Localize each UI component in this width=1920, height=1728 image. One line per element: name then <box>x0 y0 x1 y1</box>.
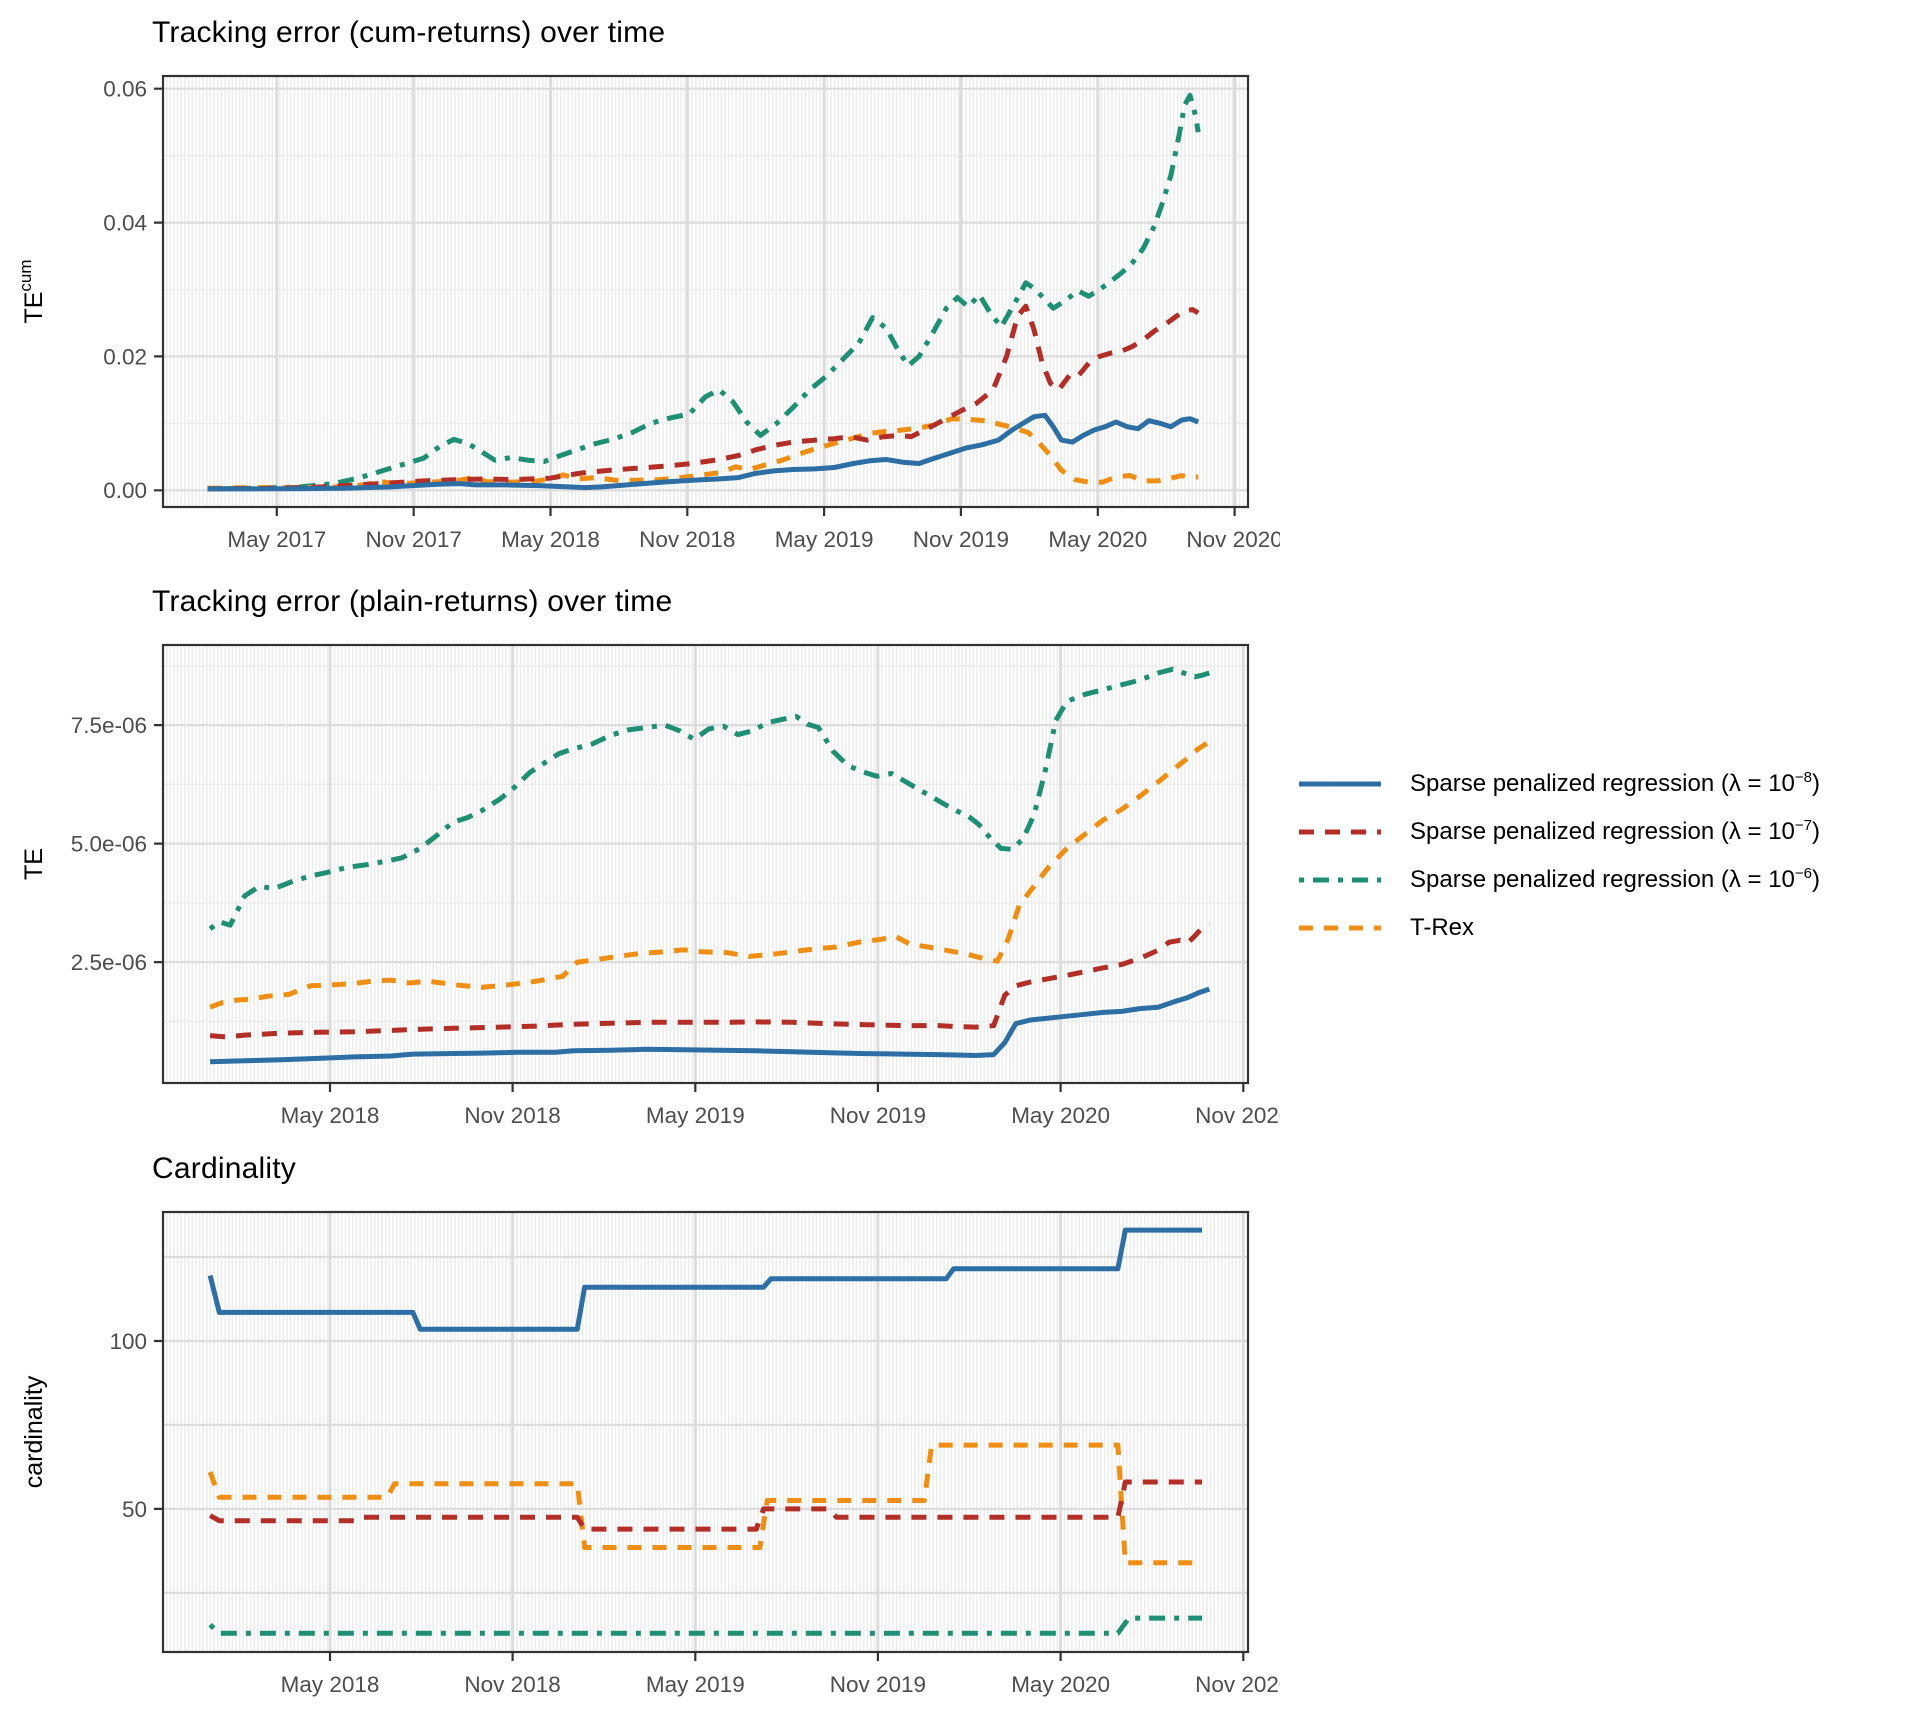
y-axis-ticks <box>154 724 163 964</box>
panel-border <box>161 74 1250 509</box>
y-axis-ticks <box>154 87 163 492</box>
x-tick-label: May 2018 <box>501 527 600 552</box>
minor-vertical-gridlines <box>165 1212 1245 1652</box>
legend-key-line-lambda7 <box>1299 829 1381 835</box>
x-tick-label: Nov 2018 <box>464 1103 560 1128</box>
panel-background <box>163 76 1248 507</box>
major-horizontal-gridlines <box>163 87 1248 492</box>
x-tick-label: May 2018 <box>281 1103 380 1128</box>
y-axis-title: cardinality <box>20 1375 48 1488</box>
series-line-lambda7 <box>207 303 1200 492</box>
chart-te-cum: May 2017 Nov 2017 May 2018 Nov 2018 May 2019… <box>16 74 1280 552</box>
x-tick-label: May 2019 <box>646 1672 745 1697</box>
y-axis-ticks <box>154 1339 163 1510</box>
series-line-lambda8 <box>210 986 1211 1065</box>
x-tick-label: Nov 2017 <box>366 527 462 552</box>
x-tick-label: May 2017 <box>227 527 326 552</box>
minor-vertical-gridlines <box>165 645 1245 1083</box>
y-tick-label: 0.00 <box>103 478 147 503</box>
x-axis-ticks <box>328 1652 1245 1661</box>
chart-title-cardinality: Cardinality <box>152 1152 296 1185</box>
x-axis-ticks <box>328 1083 1245 1092</box>
major-vertical-gridlines <box>275 76 1237 507</box>
series-line-trex <box>207 1442 1202 1566</box>
x-tick-label: Nov 2018 <box>464 1672 560 1697</box>
y-tick-label: 0.06 <box>103 77 147 102</box>
series-line-lambda7 <box>209 921 1211 1040</box>
y-tick-label: 50 <box>122 1497 147 1522</box>
y-tick-label: 5.0e-06 <box>71 831 147 856</box>
series-line-lambda6 <box>207 92 1201 492</box>
x-tick-label: May 2020 <box>1011 1672 1110 1697</box>
y-tick-label: 2.5e-06 <box>71 950 147 975</box>
legend-item-lambda7: Sparse penalized regression (λ = 10−7) <box>1298 808 1908 856</box>
chart-title-te-plain: Tracking error (plain-returns) over time <box>152 585 673 618</box>
series-line-lambda8 <box>207 412 1200 492</box>
legend-label: T-Rex <box>1410 914 1475 941</box>
panel-border <box>161 1210 1250 1654</box>
chart-cardinality: May 2018 Nov 2018 May 2019 Nov 2019 May 2020… <box>20 1210 1280 1697</box>
major-horizontal-gridlines <box>163 724 1248 964</box>
legend-key-line-trex <box>1299 925 1381 931</box>
x-axis-ticks <box>275 507 1236 516</box>
legend-item-lambda8: Sparse penalized regression (λ = 10−8) <box>1298 760 1908 808</box>
legend-label-exponent: −6 <box>1794 865 1812 882</box>
chart-te-plain: May 2018 Nov 2018 May 2019 Nov 2019 May 2020… <box>20 643 1280 1128</box>
y-tick-label: 0.02 <box>103 344 147 369</box>
series-line-lambda6 <box>208 1615 1202 1636</box>
x-tick-label: Nov 2020 <box>1195 1672 1280 1697</box>
y-tick-label: 7.5e-06 <box>71 713 147 738</box>
series-line-trex <box>207 416 1199 491</box>
y-tick-label: 0.04 <box>103 210 147 235</box>
x-tick-label: May 2020 <box>1011 1103 1110 1128</box>
x-tick-label: May 2019 <box>775 527 874 552</box>
x-tick-label: Nov 2019 <box>830 1672 926 1697</box>
legend-key-line-lambda8 <box>1299 781 1381 787</box>
series-line-lambda8 <box>207 1227 1202 1332</box>
series-line-lambda7 <box>208 1479 1202 1532</box>
x-tick-label: Nov 2020 <box>1186 527 1280 552</box>
legend-key-line-lambda6 <box>1299 877 1381 883</box>
series-line-trex <box>209 739 1211 1010</box>
x-tick-label: Nov 2018 <box>639 527 735 552</box>
legend-label: Sparse penalized regression (λ = 10−7) <box>1410 817 1820 845</box>
y-axis-title: TE <box>20 848 48 880</box>
major-vertical-gridlines <box>328 645 1245 1083</box>
x-tick-label: Nov 2020 <box>1195 1103 1280 1128</box>
legend: Sparse penalized regression (λ = 10−8) Sp… <box>1298 760 1908 952</box>
panel-background <box>163 1212 1248 1652</box>
legend-item-trex: T-Rex <box>1298 904 1908 952</box>
minor-horizontal-gridlines <box>163 154 1248 425</box>
legend-item-lambda6: Sparse penalized regression (λ = 10−6) <box>1298 856 1908 904</box>
major-vertical-gridlines <box>328 1212 1245 1652</box>
y-tick-label: 100 <box>109 1329 147 1354</box>
chart-title-te-cum: Tracking error (cum-returns) over time <box>152 16 666 49</box>
minor-vertical-gridlines <box>165 76 1245 507</box>
legend-label-exponent: −8 <box>1794 769 1812 786</box>
legend-label: Sparse penalized regression (λ = 10−8) <box>1410 769 1820 797</box>
legend-label-exponent: −7 <box>1794 817 1812 834</box>
major-horizontal-gridlines <box>163 1255 1248 1594</box>
x-tick-label: May 2020 <box>1048 527 1147 552</box>
legend-label: Sparse penalized regression (λ = 10−6) <box>1410 865 1820 893</box>
y-axis-title: TEcum <box>16 259 48 323</box>
panel-background <box>163 645 1248 1083</box>
x-tick-label: Nov 2019 <box>830 1103 926 1128</box>
panel-border <box>161 643 1250 1085</box>
x-tick-label: May 2018 <box>281 1672 380 1697</box>
x-tick-label: Nov 2019 <box>913 527 1009 552</box>
x-tick-label: May 2019 <box>646 1103 745 1128</box>
